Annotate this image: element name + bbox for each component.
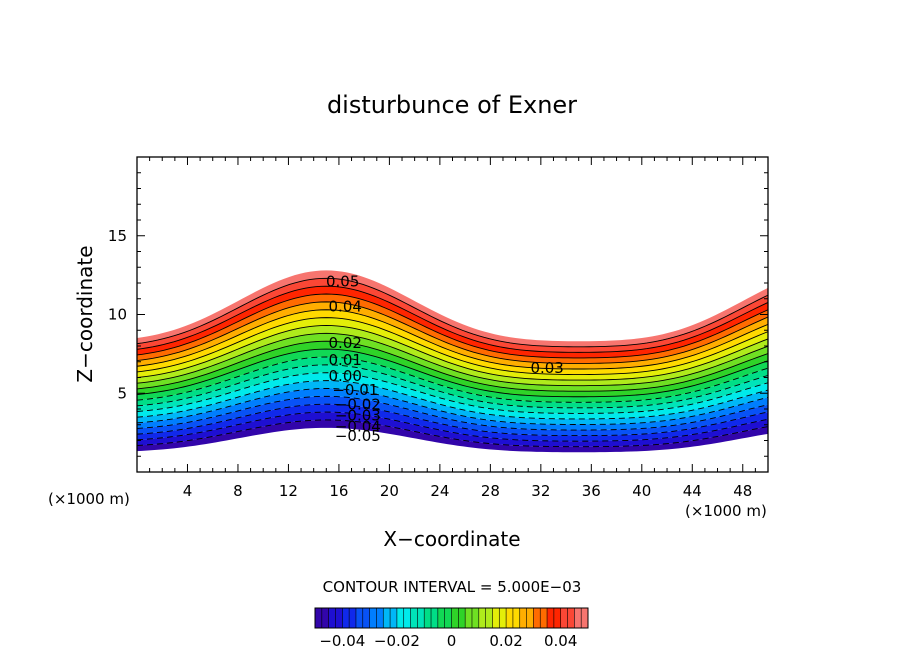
contour-line — [137, 388, 768, 425]
contour-line — [137, 372, 768, 414]
x-tick-label: 8 — [233, 482, 243, 500]
colorbar-tick-label: 0.02 — [489, 632, 522, 650]
colorbar-tick-label: −0.04 — [319, 632, 365, 650]
contour-label: −0.05 — [335, 427, 381, 445]
contour-label: 0.00 — [329, 367, 362, 385]
x-tick-label: 44 — [683, 482, 702, 500]
contour-line — [137, 325, 768, 381]
contour-line — [137, 332, 768, 387]
contour-line — [137, 340, 768, 392]
contour-band — [137, 419, 768, 453]
colorbar-ticks: −0.04 −0.02 0 0.02 0.04 — [319, 632, 577, 650]
x-axis-label: X−coordinate — [383, 527, 520, 551]
x-axis-unit-right: (×1000 m) — [685, 502, 767, 520]
x-tick-label: 28 — [481, 482, 500, 500]
contour-line — [137, 403, 768, 437]
colorbar — [314, 608, 589, 628]
x-tick-label: 48 — [733, 482, 752, 500]
contour-line — [137, 301, 768, 364]
x-tick-label: 20 — [380, 482, 399, 500]
contour-label: 0.05 — [326, 272, 359, 290]
contour-line — [137, 277, 768, 348]
contour-line — [137, 317, 768, 376]
x-axis-unit-left: (×1000 m) — [48, 490, 130, 508]
colorbar-tick-label: 0.04 — [544, 632, 577, 650]
contour-label: 0.04 — [329, 298, 362, 316]
contour-labels: 0.050.040.030.020.010.00−0.01−0.02−0.03−… — [326, 272, 564, 444]
contour-lines — [137, 277, 768, 448]
contour-line — [137, 395, 768, 431]
contour-label: −0.04 — [335, 417, 381, 435]
contour-label: 0.01 — [329, 351, 362, 369]
y-axis-label: Z−coordinate — [73, 245, 97, 382]
contour-line — [137, 356, 768, 403]
x-tick-label: 40 — [632, 482, 651, 500]
x-tick-label: 24 — [430, 482, 449, 500]
contour-label: 0.03 — [530, 359, 563, 377]
colorbar-frame — [314, 607, 589, 629]
colorbar-tick-label: 0 — [447, 632, 457, 650]
contour-line — [137, 411, 768, 442]
contour-band — [137, 404, 768, 442]
contour-label: −0.01 — [332, 381, 378, 399]
contour-interval-note: CONTOUR INTERVAL = 5.000E−03 — [323, 578, 582, 596]
x-tick-label: 12 — [279, 482, 298, 500]
y-tick-label: 15 — [108, 227, 127, 245]
contour-line — [137, 380, 768, 420]
contour-line — [137, 364, 768, 409]
contour-line — [137, 309, 768, 370]
contour-label: −0.03 — [335, 406, 381, 424]
contour-label: 0.02 — [329, 334, 362, 352]
contour-line — [137, 293, 768, 359]
contour-band — [137, 412, 768, 447]
x-tick-label: 32 — [531, 482, 550, 500]
y-tick-label: 10 — [108, 306, 127, 324]
contour-label: −0.02 — [335, 395, 381, 413]
x-tick-label: 16 — [329, 482, 348, 500]
contour-line — [137, 285, 768, 353]
x-tick-label: 36 — [582, 482, 601, 500]
chart-title: disturbunce of Exner — [327, 91, 577, 119]
colorbar-tick-label: −0.02 — [374, 632, 420, 650]
contour-line — [137, 348, 768, 398]
x-tick-label: 4 — [183, 482, 193, 500]
y-tick-label: 5 — [117, 384, 127, 402]
